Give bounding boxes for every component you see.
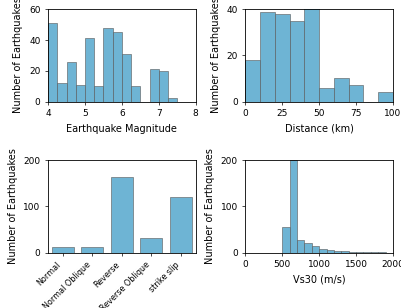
X-axis label: Vs30 (m/s): Vs30 (m/s) <box>293 275 346 285</box>
Bar <box>48 23 57 102</box>
Bar <box>57 83 67 102</box>
Bar <box>297 240 304 253</box>
Bar <box>349 85 363 102</box>
Bar <box>170 197 192 253</box>
Bar <box>290 21 304 102</box>
Bar <box>150 69 159 102</box>
Bar <box>81 247 103 253</box>
Bar <box>159 71 168 102</box>
Y-axis label: Number of Earthquakes: Number of Earthquakes <box>211 0 221 113</box>
Y-axis label: Number of Earthquakes: Number of Earthquakes <box>8 148 18 264</box>
Bar <box>111 177 133 253</box>
Y-axis label: Number of Earthquakes: Number of Earthquakes <box>13 0 23 113</box>
Bar <box>67 62 76 102</box>
Bar <box>131 86 140 102</box>
Bar <box>378 92 393 102</box>
Bar <box>85 38 94 102</box>
Bar <box>282 227 290 253</box>
Bar <box>319 88 334 102</box>
Bar <box>349 252 356 253</box>
Bar <box>275 14 290 102</box>
Bar <box>378 252 386 253</box>
Bar <box>356 252 363 253</box>
Bar <box>290 160 297 253</box>
Bar <box>140 238 162 253</box>
Bar <box>319 249 326 253</box>
Bar <box>113 32 122 102</box>
Bar <box>371 252 378 253</box>
Bar <box>363 252 371 253</box>
Bar <box>76 85 85 102</box>
Bar <box>304 243 312 253</box>
X-axis label: Distance (km): Distance (km) <box>285 124 354 134</box>
Bar <box>122 54 131 102</box>
Bar <box>334 251 341 253</box>
Y-axis label: Number of Earthquakes: Number of Earthquakes <box>205 148 215 264</box>
Bar <box>94 86 103 102</box>
Bar <box>341 251 349 253</box>
Bar <box>168 99 177 102</box>
Bar <box>326 250 334 253</box>
Bar <box>334 79 349 102</box>
X-axis label: Earthquake Magnitude: Earthquake Magnitude <box>67 124 177 134</box>
Bar <box>52 247 74 253</box>
Bar <box>304 5 319 102</box>
Bar <box>312 246 319 253</box>
Bar <box>245 60 260 102</box>
Bar <box>260 11 275 102</box>
Bar <box>103 28 113 102</box>
